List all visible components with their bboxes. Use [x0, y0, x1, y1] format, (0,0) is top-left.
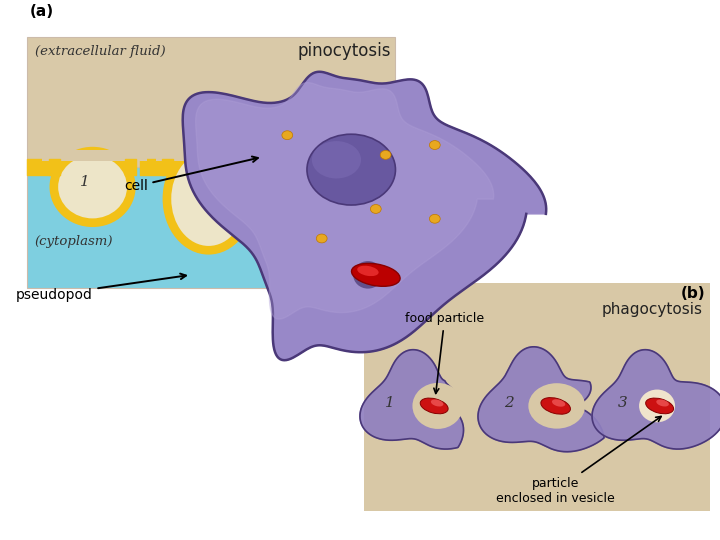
Ellipse shape	[639, 389, 675, 422]
Ellipse shape	[354, 261, 383, 288]
Ellipse shape	[431, 400, 444, 407]
FancyBboxPatch shape	[27, 167, 395, 288]
Text: 1: 1	[80, 175, 89, 189]
Ellipse shape	[351, 264, 400, 286]
Ellipse shape	[657, 400, 669, 407]
Text: vesicle containing
extracellular
fluid: vesicle containing extracellular fluid	[356, 229, 457, 264]
Ellipse shape	[541, 397, 570, 414]
Ellipse shape	[163, 143, 255, 254]
FancyBboxPatch shape	[42, 150, 147, 161]
FancyBboxPatch shape	[27, 37, 395, 167]
Ellipse shape	[307, 134, 395, 205]
Text: particle
enclosed in vesicle: particle enclosed in vesicle	[496, 416, 661, 505]
Ellipse shape	[552, 399, 565, 407]
FancyBboxPatch shape	[364, 283, 710, 511]
Text: (cytoplasm): (cytoplasm)	[35, 235, 113, 248]
Ellipse shape	[282, 131, 293, 140]
Ellipse shape	[646, 398, 674, 414]
Ellipse shape	[357, 266, 379, 276]
Text: (extracellular fluid): (extracellular fluid)	[35, 45, 165, 58]
Polygon shape	[592, 350, 720, 449]
Ellipse shape	[413, 383, 463, 429]
Text: pinocytosis: pinocytosis	[297, 42, 390, 60]
FancyBboxPatch shape	[156, 150, 266, 161]
Text: (a): (a)	[30, 4, 54, 19]
Ellipse shape	[429, 140, 440, 150]
Text: 1: 1	[385, 396, 395, 410]
Text: pseudopod: pseudopod	[16, 274, 186, 301]
Ellipse shape	[420, 398, 448, 414]
Ellipse shape	[528, 383, 585, 429]
Text: food particle: food particle	[405, 312, 485, 394]
Ellipse shape	[380, 151, 391, 159]
Polygon shape	[183, 72, 546, 360]
Ellipse shape	[280, 147, 350, 217]
Ellipse shape	[289, 157, 341, 207]
Text: 2: 2	[207, 187, 217, 201]
Ellipse shape	[50, 147, 135, 227]
Ellipse shape	[316, 234, 327, 243]
Text: 3: 3	[311, 173, 320, 187]
Ellipse shape	[429, 214, 440, 223]
Text: cell: cell	[124, 157, 258, 193]
Polygon shape	[196, 83, 494, 319]
Ellipse shape	[370, 205, 381, 213]
FancyBboxPatch shape	[271, 150, 362, 161]
Polygon shape	[360, 350, 464, 449]
Ellipse shape	[58, 156, 127, 218]
Text: 3: 3	[618, 396, 627, 410]
Polygon shape	[478, 347, 604, 452]
Ellipse shape	[312, 141, 361, 179]
Text: 2: 2	[504, 396, 514, 410]
Text: (b): (b)	[680, 286, 706, 301]
Ellipse shape	[171, 152, 246, 246]
Text: phagocytosis: phagocytosis	[601, 302, 702, 318]
